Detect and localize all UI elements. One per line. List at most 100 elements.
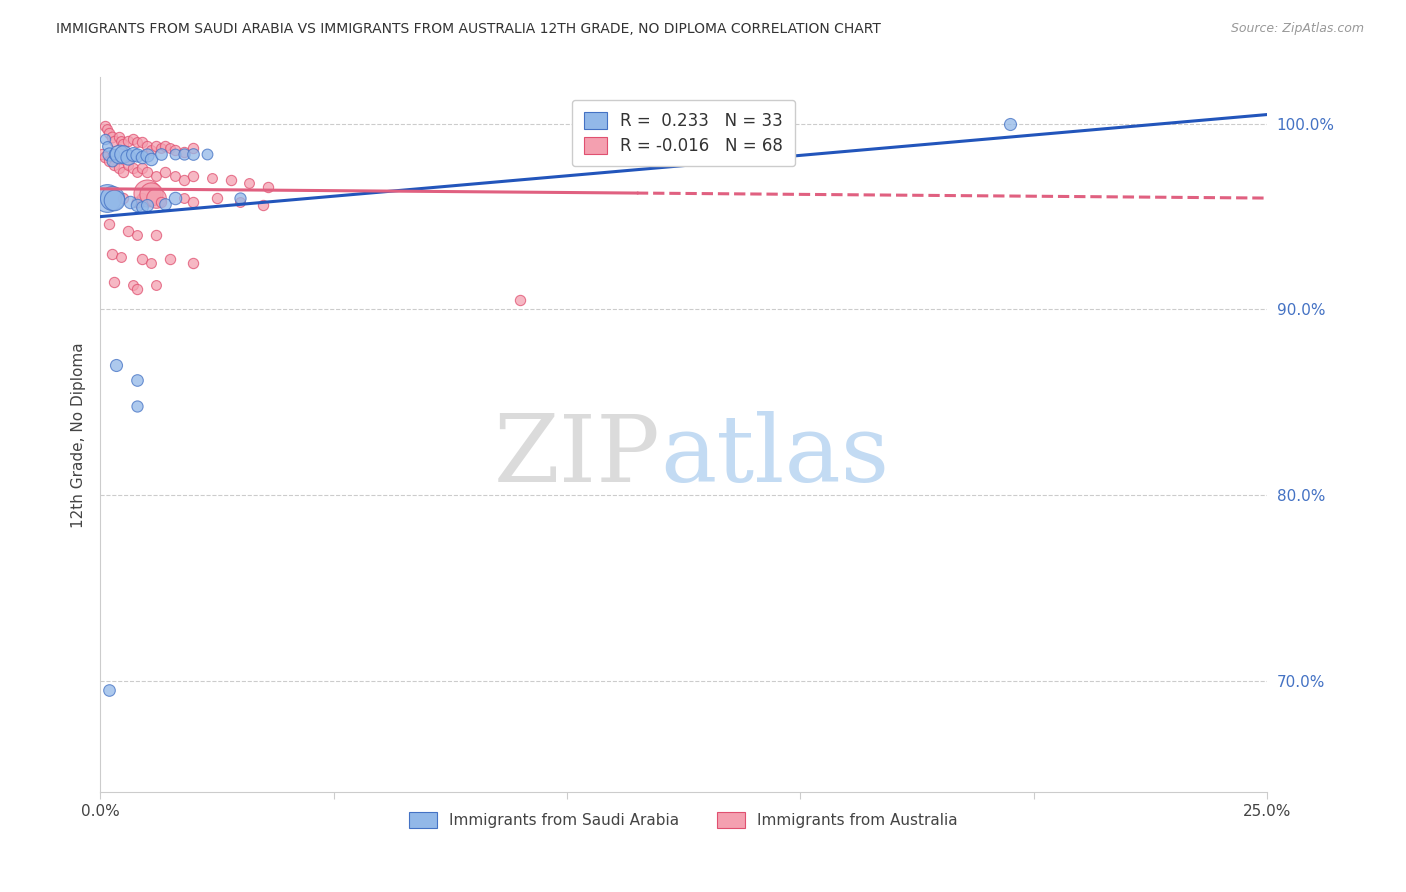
Legend: Immigrants from Saudi Arabia, Immigrants from Australia: Immigrants from Saudi Arabia, Immigrants… (404, 805, 965, 834)
Point (205, 191, 228, 205)
Point (145, 169, 167, 183)
Point (238, 176, 260, 190)
Point (121, 146, 143, 161)
Point (183, 194, 205, 209)
Point (98, 682, 121, 697)
Point (127, 228, 149, 243)
Point (110, 251, 132, 265)
Point (173, 145, 195, 159)
Point (173, 146, 195, 161)
Point (98, 146, 121, 161)
Point (219, 172, 242, 186)
Point (103, 158, 125, 172)
Point (98, 126, 121, 140)
Point (229, 191, 252, 205)
Point (135, 165, 157, 179)
Point (131, 200, 153, 214)
Point (149, 146, 172, 161)
Text: ZIP: ZIP (494, 411, 661, 501)
Point (112, 137, 135, 152)
Point (96, 139, 118, 153)
Point (98, 217, 121, 231)
Point (120, 194, 142, 209)
Y-axis label: 12th Grade, No Diploma: 12th Grade, No Diploma (72, 342, 86, 527)
Text: IMMIGRANTS FROM SAUDI ARABIA VS IMMIGRANTS FROM AUSTRALIA 12TH GRADE, NO DIPLOMA: IMMIGRANTS FROM SAUDI ARABIA VS IMMIGRAN… (56, 22, 882, 37)
Point (131, 191, 153, 205)
Point (96, 122, 118, 136)
Point (145, 278, 167, 293)
Point (155, 196, 177, 211)
Point (127, 198, 149, 212)
Point (145, 191, 167, 205)
Text: Source: ZipAtlas.com: Source: ZipAtlas.com (1230, 22, 1364, 36)
Text: atlas: atlas (661, 411, 890, 501)
Point (127, 282, 149, 296)
Point (112, 165, 135, 179)
Point (127, 165, 149, 179)
Point (127, 373, 149, 387)
Point (159, 252, 181, 267)
Point (96, 191, 118, 205)
Point (127, 399, 149, 413)
Point (159, 141, 181, 155)
Point (183, 146, 205, 161)
Point (127, 136, 149, 150)
Point (121, 131, 143, 145)
Point (197, 146, 219, 161)
Point (145, 139, 167, 153)
Point (173, 172, 195, 186)
Point (183, 141, 205, 155)
Point (201, 170, 224, 185)
Point (163, 191, 186, 205)
Point (229, 194, 252, 209)
Point (103, 193, 125, 207)
Point (103, 275, 125, 289)
Point (101, 153, 124, 168)
Point (1000, 117, 1022, 131)
Point (163, 143, 186, 157)
Point (112, 146, 135, 161)
Point (107, 146, 129, 161)
Point (145, 228, 167, 243)
Point (155, 165, 177, 179)
Point (117, 150, 139, 164)
Point (117, 225, 139, 239)
Point (135, 198, 157, 212)
Point (149, 141, 172, 155)
Point (135, 148, 157, 162)
Point (117, 134, 139, 148)
Point (98, 153, 121, 168)
Point (94, 131, 117, 145)
Point (107, 129, 129, 144)
Point (135, 139, 157, 153)
Point (257, 180, 280, 194)
Point (121, 278, 143, 293)
Point (101, 246, 124, 260)
Point (163, 169, 186, 183)
Point (131, 136, 153, 150)
Point (94, 119, 117, 133)
Point (141, 187, 163, 202)
Point (141, 143, 163, 157)
Point (163, 146, 186, 161)
Point (101, 129, 124, 144)
Point (252, 198, 274, 212)
Point (509, 293, 531, 307)
Point (105, 358, 128, 372)
Point (127, 148, 149, 162)
Point (149, 194, 172, 209)
Point (141, 256, 163, 270)
Point (131, 252, 153, 267)
Point (155, 139, 177, 153)
Point (131, 161, 153, 176)
Point (183, 256, 205, 270)
Point (103, 134, 125, 148)
Point (121, 161, 143, 176)
Point (94, 150, 117, 164)
Point (131, 150, 153, 164)
Point (135, 186, 157, 200)
Point (183, 169, 205, 183)
Point (91, 146, 114, 161)
Point (103, 146, 125, 161)
Point (141, 152, 163, 166)
